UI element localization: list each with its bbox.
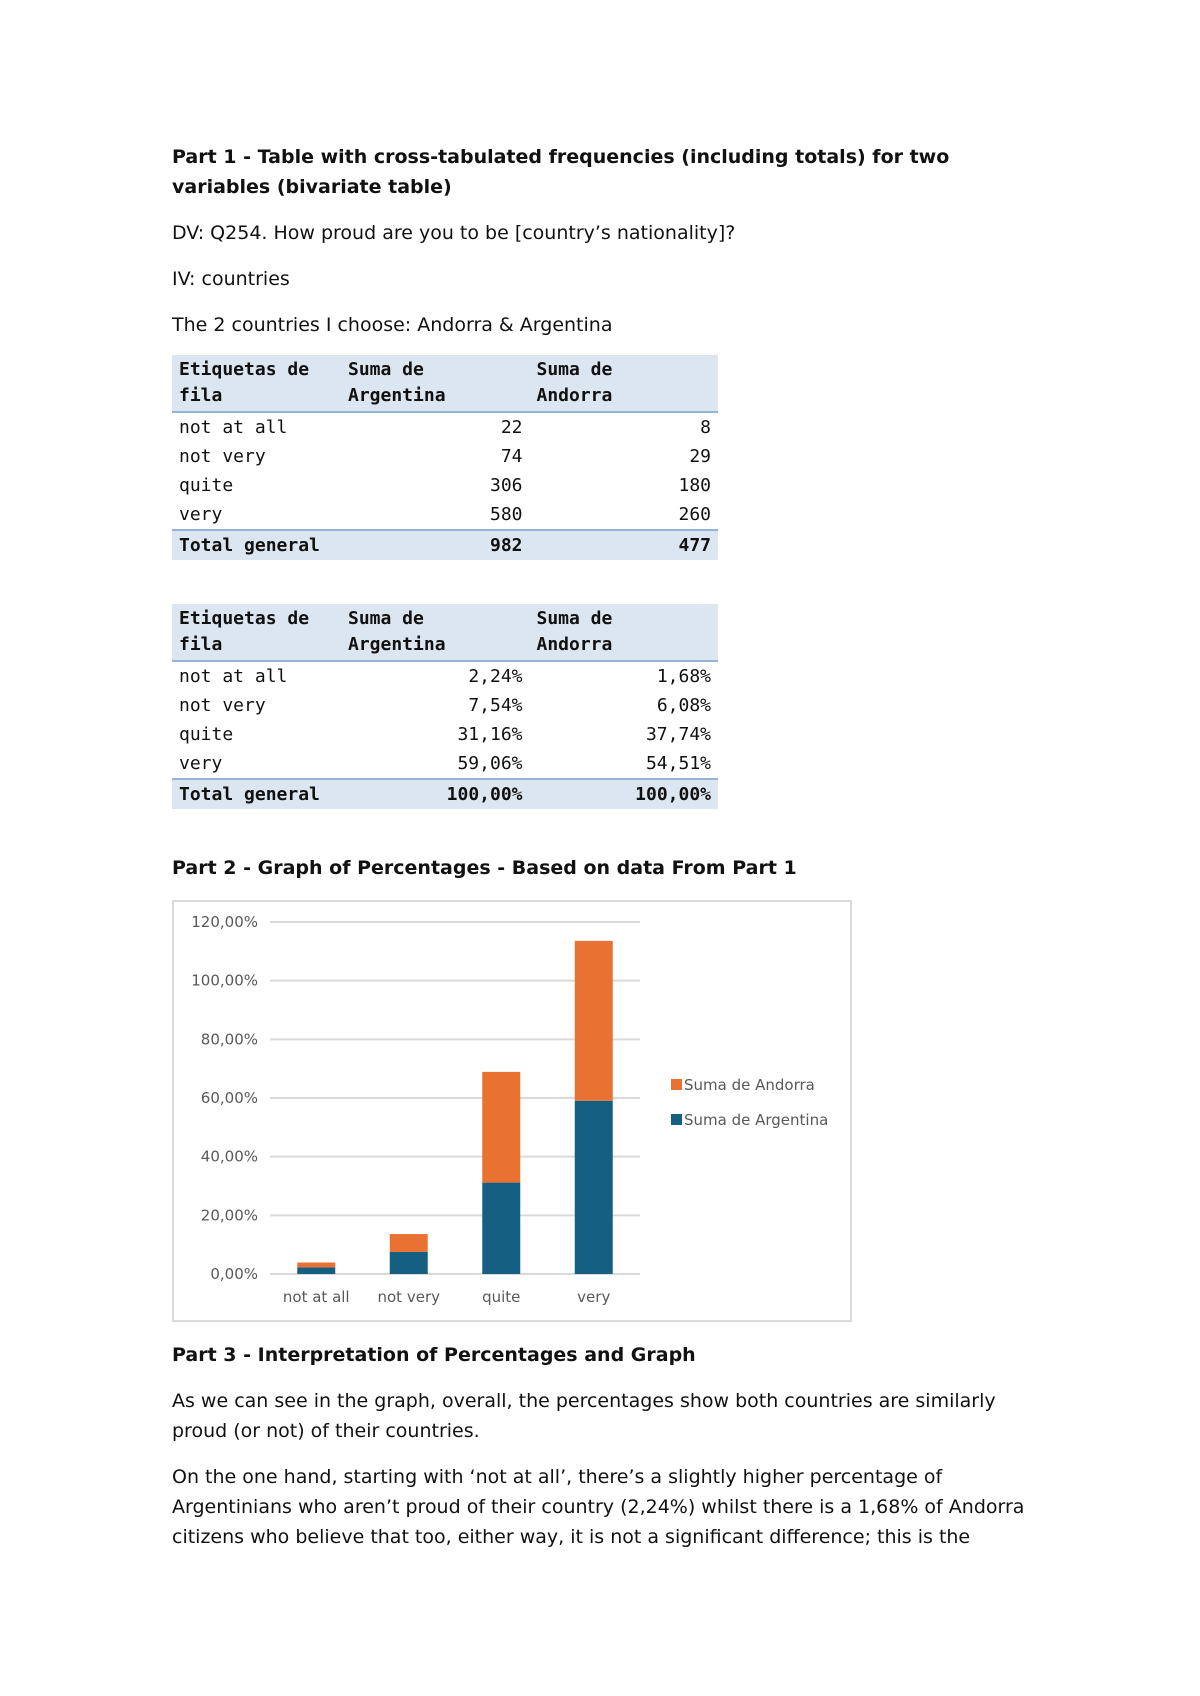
table-cell: not at all [179,417,288,438]
chart-svg: 0,00% 20,00% 40,00% 60,00% 80,00% 100,00% 120,… [191,913,828,1306]
header-label: Suma de Argentina [348,359,446,406]
column-header: Etiquetas de fila [172,604,341,662]
bar-segment [574,940,613,1101]
header-label: Suma de Andorra [536,359,613,406]
table-cell: 2,24% [468,666,523,687]
table-cell: quite [179,724,234,745]
bar-segment [297,1262,336,1268]
header-row: Etiquetas de fila Suma de Argentina Suma d… [172,604,718,662]
table-cell: 180 [678,475,711,496]
table-cell: 31,16% [457,724,523,745]
header-row: Etiquetas de fila Suma de Argentina Suma d… [172,355,718,413]
bar-segment [389,1251,428,1274]
table-row: not very 74 29 [172,442,718,471]
table-cell: 29 [689,446,711,467]
x-tick-label: not very [378,1288,441,1306]
legend-label: Suma de Andorra [684,1076,815,1094]
header-label: Etiquetas de fila [179,608,310,655]
x-tick-label: not at all [283,1288,350,1306]
counts-table: Etiquetas de fila Suma de Argentina Suma d… [172,355,718,560]
y-tick-label: 0,00% [210,1265,258,1283]
table-cell: 54,51% [645,753,711,774]
legend-swatch [671,1079,682,1090]
bar-segment [297,1267,336,1274]
part1-heading: Part 1 - Table with cross-tabulated freq… [172,146,950,198]
column-header: Suma de Argentina [341,355,530,413]
total-row: Total general 100,00% 100,00% [172,778,718,809]
iv-text: IV: countries [172,268,290,290]
table-cell: quite [179,475,234,496]
bar-segment [482,1071,521,1183]
part2-heading: Part 2 - Graph of Percentages - Based on… [172,857,797,879]
table-cell: 22 [500,417,523,438]
total-cell: Total general [172,778,341,809]
column-header: Suma de Andorra [529,604,718,662]
table-cell: 37,74% [645,724,711,745]
bar-segment [574,1100,613,1274]
table-row: quite 31,16% 37,74% [172,720,718,749]
table-row: very 580 260 [172,500,718,530]
x-tick-label: very [577,1288,610,1306]
table-cell: 306 [489,475,523,496]
percentages-table: Etiquetas de fila Suma de Argentina Suma d… [172,604,718,809]
header-label: Suma de Argentina [348,608,446,655]
y-tick-label: 100,00% [191,972,258,990]
total-row: Total general 982 477 [172,529,718,560]
table-cell: 1,68% [656,666,711,687]
legend-label: Suma de Argentina [684,1111,828,1129]
table-cell: very [179,504,223,525]
table-cell: 580 [489,504,523,525]
y-tick-label: 120,00% [191,913,258,931]
legend-swatch [671,1114,682,1125]
column-header: Etiquetas de fila [172,355,341,413]
paragraph-2: On the one hand, starting with ‘not at a… [172,1466,1025,1548]
table-row: not very 7,54% 6,08% [172,691,718,720]
table-cell: 74 [500,446,523,467]
table-cell: not very [179,695,266,716]
table-row: not at all 2,24% 1,68% [172,661,718,691]
header-label: Suma de Andorra [536,608,613,655]
countries-text: The 2 countries I choose: Andorra & Arge… [172,314,613,336]
table-row: quite 306 180 [172,471,718,500]
table-row: not at all 22 8 [172,412,718,442]
total-cell: 982 [341,529,530,560]
table-row: very 59,06% 54,51% [172,749,718,779]
dv-text: DV: Q254. How proud are you to be [count… [172,222,736,244]
table-cell: 8 [700,417,711,438]
y-tick-label: 80,00% [201,1030,258,1048]
y-tick-label: 20,00% [201,1206,258,1224]
table-cell: 7,54% [468,695,523,716]
y-tick-label: 60,00% [201,1089,258,1107]
table-cell: not at all [179,666,288,687]
column-header: Suma de Argentina [341,604,530,662]
table-cell: 59,06% [457,753,523,774]
bar-segment [482,1182,521,1274]
table-cell: 6,08% [656,695,711,716]
table-cell: not very [179,446,266,467]
bar-segment [389,1234,428,1252]
y-tick-label: 40,00% [201,1148,258,1166]
table-cell: 260 [678,504,711,525]
total-cell: Total general [172,529,341,560]
part3-heading: Part 3 - Interpretation of Percentages a… [172,1344,696,1366]
total-cell: 100,00% [529,778,718,809]
stacked-bar-chart: 0,00% 20,00% 40,00% 60,00% 80,00% 100,00% 120,… [172,900,852,1322]
x-tick-label: quite [482,1288,520,1306]
total-cell: 477 [529,529,718,560]
table-cell: very [179,753,223,774]
total-cell: 100,00% [341,778,530,809]
paragraph-1: As we can see in the graph, overall, the… [172,1390,996,1442]
header-label: Etiquetas de fila [179,359,310,406]
column-header: Suma de Andorra [529,355,718,413]
